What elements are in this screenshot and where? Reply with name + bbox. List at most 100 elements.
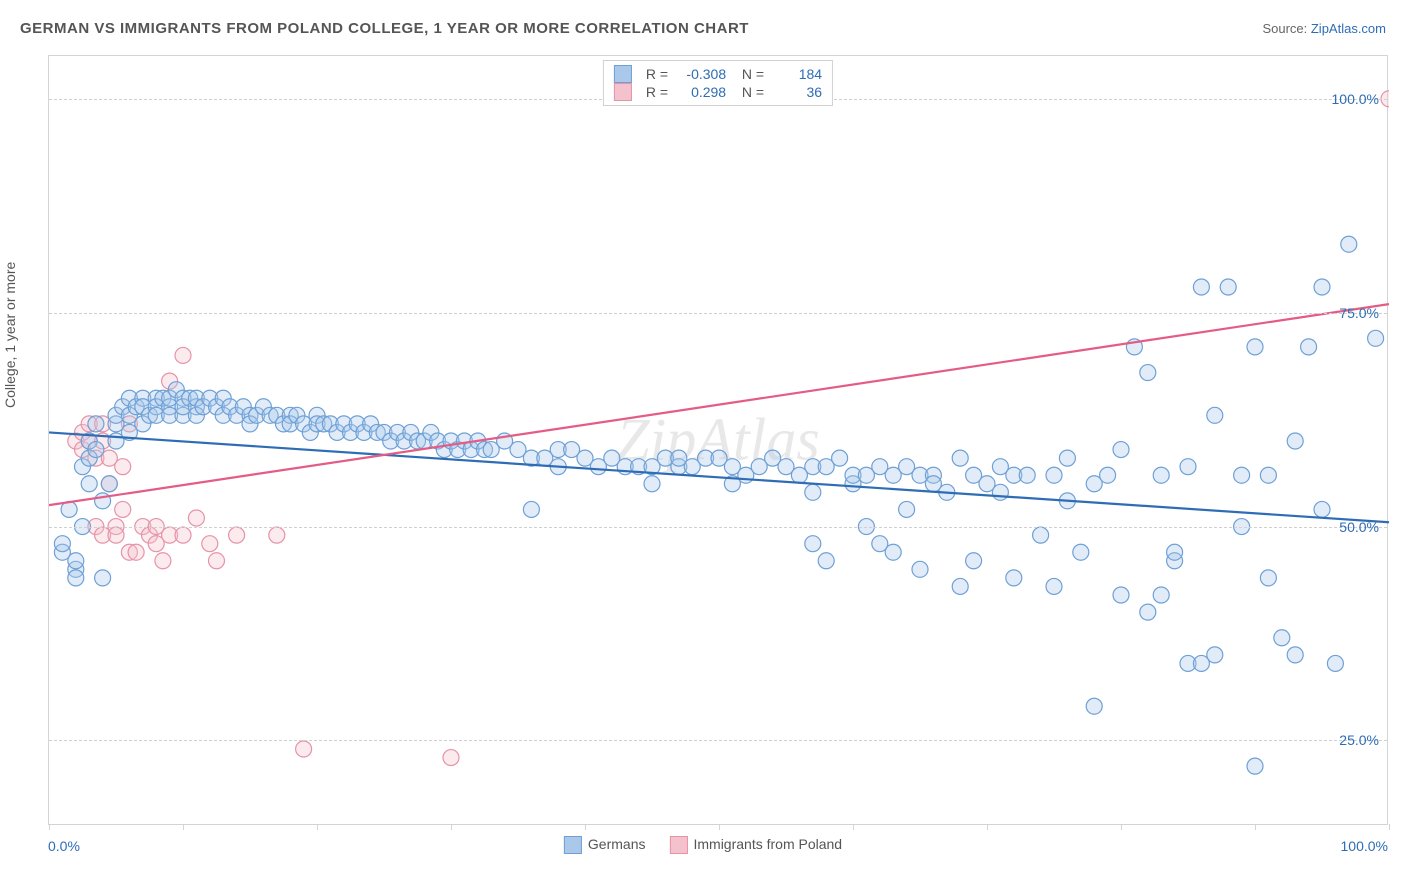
data-point (1234, 467, 1250, 483)
legend-r-label: R = (646, 84, 668, 100)
x-tick (49, 824, 50, 830)
data-point (805, 536, 821, 552)
data-point (523, 501, 539, 517)
data-point (1260, 570, 1276, 586)
data-point (1180, 459, 1196, 475)
correlation-legend: R =-0.308 N =184R =0.298 N =36 (603, 60, 833, 106)
data-point (229, 527, 245, 543)
legend-swatch (614, 65, 632, 83)
legend-item: Germans (564, 836, 646, 854)
data-point (1207, 407, 1223, 423)
x-tick (987, 824, 988, 830)
data-point (101, 476, 117, 492)
legend-label: Immigrants from Poland (693, 836, 842, 852)
data-point (1113, 442, 1129, 458)
data-point (1006, 570, 1022, 586)
data-point (128, 544, 144, 560)
legend-r-value: 0.298 (676, 84, 726, 100)
legend-n-label: N = (734, 66, 764, 82)
legend-swatch (564, 836, 582, 854)
data-point (1140, 365, 1156, 381)
data-point (1341, 236, 1357, 252)
x-tick (1389, 824, 1390, 830)
y-tick-label: 50.0% (1339, 519, 1379, 535)
data-point (1287, 433, 1303, 449)
data-point (1207, 647, 1223, 663)
data-point (95, 570, 111, 586)
data-point (1073, 544, 1089, 560)
legend-item: Immigrants from Poland (669, 836, 842, 854)
data-point (1059, 450, 1075, 466)
gridline (49, 313, 1387, 314)
data-point (1368, 330, 1384, 346)
data-point (88, 416, 104, 432)
data-point (108, 527, 124, 543)
data-point (644, 476, 660, 492)
data-point (952, 578, 968, 594)
x-tick (1121, 824, 1122, 830)
data-point (1019, 467, 1035, 483)
data-point (912, 561, 928, 577)
data-point (1220, 279, 1236, 295)
series-legend: Germans Immigrants from Poland (564, 836, 842, 854)
legend-n-value: 184 (772, 66, 822, 82)
data-point (209, 553, 225, 569)
data-point (1193, 279, 1209, 295)
x-axis-min-label: 0.0% (48, 838, 80, 854)
trend-line (49, 432, 1389, 522)
legend-r-label: R = (646, 66, 668, 82)
legend-swatch (614, 83, 632, 101)
x-tick (1255, 824, 1256, 830)
data-point (818, 553, 834, 569)
y-tick-label: 75.0% (1339, 305, 1379, 321)
gridline (49, 740, 1387, 741)
data-point (805, 484, 821, 500)
data-point (1140, 604, 1156, 620)
data-point (1046, 578, 1062, 594)
data-point (54, 536, 70, 552)
data-point (68, 553, 84, 569)
x-tick (317, 824, 318, 830)
data-point (115, 459, 131, 475)
data-point (1153, 467, 1169, 483)
y-tick-label: 25.0% (1339, 732, 1379, 748)
legend-swatch (669, 836, 687, 854)
data-point (1287, 647, 1303, 663)
legend-row: R =0.298 N =36 (614, 83, 822, 101)
data-point (1301, 339, 1317, 355)
y-tick-label: 100.0% (1332, 91, 1379, 107)
chart-title: GERMAN VS IMMIGRANTS FROM POLAND COLLEGE… (20, 20, 749, 37)
source-link[interactable]: ZipAtlas.com (1311, 21, 1386, 36)
data-point (1327, 655, 1343, 671)
data-point (188, 510, 204, 526)
data-point (175, 347, 191, 363)
x-tick (585, 824, 586, 830)
data-point (1100, 467, 1116, 483)
y-axis-label: College, 1 year or more (2, 262, 18, 408)
legend-r-value: -0.308 (676, 66, 726, 82)
data-point (1247, 758, 1263, 774)
x-tick (183, 824, 184, 830)
data-point (1167, 544, 1183, 560)
chart-plot-area: ZipAtlas 25.0%50.0%75.0%100.0% R =-0.308… (48, 55, 1388, 825)
data-point (992, 484, 1008, 500)
data-point (88, 442, 104, 458)
data-point (269, 527, 285, 543)
data-point (296, 741, 312, 757)
data-point (81, 476, 97, 492)
data-point (1086, 698, 1102, 714)
data-point (952, 450, 968, 466)
data-point (202, 536, 218, 552)
data-point (832, 450, 848, 466)
source-prefix: Source: (1262, 21, 1310, 36)
data-point (115, 501, 131, 517)
data-point (1274, 630, 1290, 646)
legend-row: R = -0.308 N = 184 (614, 65, 822, 83)
chart-svg (49, 56, 1389, 826)
x-tick (853, 824, 854, 830)
data-point (885, 544, 901, 560)
data-point (899, 501, 915, 517)
data-point (966, 553, 982, 569)
data-point (443, 750, 459, 766)
data-point (1046, 467, 1062, 483)
